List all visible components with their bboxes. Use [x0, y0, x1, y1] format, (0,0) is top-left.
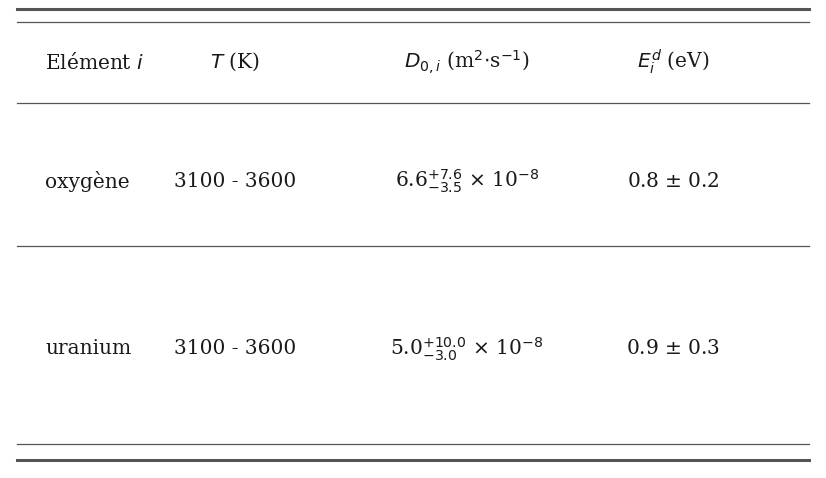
- Text: $T$ (K): $T$ (K): [211, 51, 260, 73]
- Text: 5.0$^{+10.0}_{-3.0}$ $\times$ 10$^{-8}$: 5.0$^{+10.0}_{-3.0}$ $\times$ 10$^{-8}$: [390, 335, 544, 363]
- Text: $E_i^d$ (eV): $E_i^d$ (eV): [637, 48, 710, 76]
- Text: uranium: uranium: [45, 339, 131, 358]
- Text: oxygène: oxygène: [45, 171, 130, 192]
- Text: Elément $i$: Elément $i$: [45, 52, 145, 73]
- Text: 0.8 $\pm$ 0.2: 0.8 $\pm$ 0.2: [627, 172, 719, 191]
- Text: 3100 - 3600: 3100 - 3600: [174, 172, 297, 191]
- Text: 6.6$^{+7.6}_{-3.5}$ $\times$ 10$^{-8}$: 6.6$^{+7.6}_{-3.5}$ $\times$ 10$^{-8}$: [395, 168, 539, 196]
- Text: 3100 - 3600: 3100 - 3600: [174, 339, 297, 358]
- Text: 0.9 $\pm$ 0.3: 0.9 $\pm$ 0.3: [626, 339, 720, 358]
- Text: $D_{0,i}$ (m$^2$$\cdot$s$^{-1}$): $D_{0,i}$ (m$^2$$\cdot$s$^{-1}$): [404, 48, 529, 76]
